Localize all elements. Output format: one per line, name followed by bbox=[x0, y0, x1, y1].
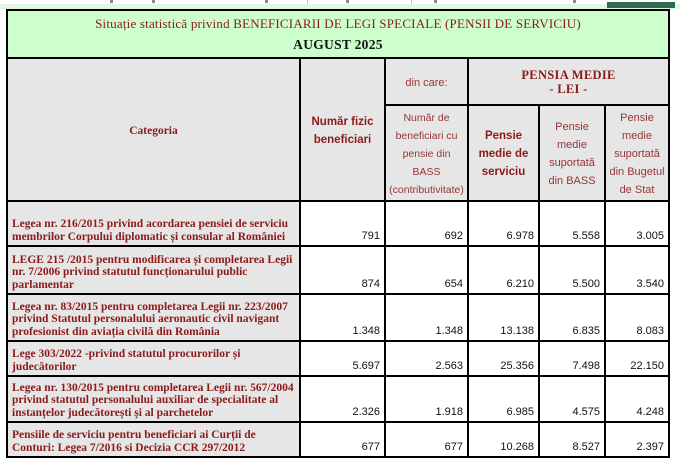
header-pensie-buget: Pensie medie suportată din Bugetul de St… bbox=[604, 104, 670, 202]
header-beneficiari-bass: Număr de beneficiari cu pensie din BASS … bbox=[384, 104, 469, 202]
pensie-buget-cell: 22.150 bbox=[604, 340, 670, 377]
numar-fizic-cell: 1.348 bbox=[299, 293, 386, 342]
text-remnant bbox=[434, 0, 437, 3]
pensie-serviciu-cell: 13.138 bbox=[467, 293, 540, 342]
pensie-serviciu-cell: 6.210 bbox=[467, 245, 540, 295]
header-pensie-buget-label: Pensie medie suportată din Bugetul de St… bbox=[609, 112, 665, 196]
header-pensie-bass-label: Pensie medie suportată din BASS bbox=[548, 121, 596, 187]
header-pensia-medie-lei: - LEI - bbox=[549, 81, 588, 96]
numar-fizic-cell: 5.697 bbox=[299, 340, 386, 377]
header-pensie-serviciu: Pensie medie de serviciu bbox=[467, 104, 540, 202]
numar-bass-cell: 2.563 bbox=[384, 340, 469, 377]
header-contributivitate-label: (contributivitate) bbox=[389, 184, 464, 196]
header-din-care-label: din care: bbox=[405, 76, 448, 89]
numar-bass-cell: 692 bbox=[384, 200, 469, 247]
pensie-serviciu-cell: 6.985 bbox=[467, 375, 540, 423]
pale-green-edge bbox=[0, 4, 680, 9]
gridline-remnant bbox=[411, 0, 412, 4]
title-block: Situație statistică privind BENEFICIARII… bbox=[6, 9, 670, 59]
header-pensia-medie: PENSIA MEDIE - LEI - bbox=[467, 57, 670, 106]
dark-green-cell-remnant bbox=[607, 2, 675, 8]
numar-bass-cell: 677 bbox=[384, 421, 469, 458]
header-din-care: din care: bbox=[384, 57, 469, 106]
text-remnant bbox=[265, 0, 268, 3]
pensie-serviciu-cell: 25.356 bbox=[467, 340, 540, 377]
numar-fizic-cell: 791 bbox=[299, 200, 386, 247]
header-numar-fizic-label: Număr fizic beneficiari bbox=[311, 115, 374, 146]
numar-bass-cell: 654 bbox=[384, 245, 469, 295]
pensie-buget-cell: 8.083 bbox=[604, 293, 670, 342]
table-row: Legea nr. 83/2015 pentru completarea Leg… bbox=[6, 293, 670, 342]
gridline-remnant bbox=[307, 0, 308, 4]
header-categoria-label: Categoria bbox=[129, 124, 178, 137]
cropped-row-strip bbox=[0, 0, 680, 9]
table-row: Legea nr. 216/2015 privind acordarea pen… bbox=[6, 200, 670, 247]
header-categoria: Categoria bbox=[6, 57, 301, 202]
table-row: Lege 303/2022 -privind statutul procuror… bbox=[6, 340, 670, 377]
numar-fizic-cell: 677 bbox=[299, 421, 386, 458]
numar-fizic-cell: 2.326 bbox=[299, 375, 386, 423]
numar-bass-cell: 1.918 bbox=[384, 375, 469, 423]
header-beneficiari-bass-label: Număr de beneficiari cu pensie din BASS bbox=[395, 112, 458, 178]
numar-bass-cell: 1.348 bbox=[384, 293, 469, 342]
category-cell: Legea nr. 83/2015 pentru completarea Leg… bbox=[6, 293, 301, 342]
pensie-bass-cell: 8.527 bbox=[538, 421, 606, 458]
text-remnant bbox=[110, 0, 113, 3]
pensie-buget-cell: 4.248 bbox=[604, 375, 670, 423]
table-title: Situație statistică privind BENEFICIARII… bbox=[95, 15, 581, 31]
text-remnant bbox=[346, 0, 349, 3]
title-row: Situație statistică privind BENEFICIARII… bbox=[6, 9, 670, 59]
header-pensie-bass: Pensie medie suportată din BASS bbox=[538, 104, 606, 202]
pensie-serviciu-cell: 10.268 bbox=[467, 421, 540, 458]
text-remnant bbox=[152, 0, 155, 3]
category-cell: Legea nr. 216/2015 privind acordarea pen… bbox=[6, 200, 301, 247]
category-cell: Lege 303/2022 -privind statutul procuror… bbox=[6, 340, 301, 377]
header-pensie-serviciu-label: Pensie medie de serviciu bbox=[478, 130, 529, 178]
pensie-bass-cell: 5.558 bbox=[538, 200, 606, 247]
pensie-serviciu-cell: 6.978 bbox=[467, 200, 540, 247]
pensie-bass-cell: 6.835 bbox=[538, 293, 606, 342]
header-row-1: Categoria Număr fizic beneficiari din ca… bbox=[6, 57, 670, 202]
header-row-2: Număr de beneficiari cu pensie din BASS … bbox=[7, 104, 670, 202]
pensie-bass-cell: 7.498 bbox=[538, 340, 606, 377]
category-cell: Legea nr. 130/2015 pentru completarea Le… bbox=[6, 375, 301, 423]
header-pensia-medie-label: PENSIA MEDIE bbox=[521, 67, 616, 82]
pensie-bass-cell: 5.500 bbox=[538, 245, 606, 295]
pensie-buget-cell: 3.005 bbox=[604, 200, 670, 247]
table-row: Legea nr. 130/2015 pentru completarea Le… bbox=[6, 375, 670, 423]
pensie-buget-cell: 2.397 bbox=[604, 421, 670, 458]
pensie-bass-cell: 4.575 bbox=[538, 375, 606, 423]
numar-fizic-cell: 874 bbox=[299, 245, 386, 295]
table-row: LEGE 215 /2015 pentru modificarea și com… bbox=[6, 245, 670, 295]
pensie-buget-cell: 3.540 bbox=[604, 245, 670, 295]
category-cell: LEGE 215 /2015 pentru modificarea și com… bbox=[6, 245, 301, 295]
pensii-speciale-table: Situație statistică privind BENEFICIARII… bbox=[6, 9, 670, 458]
header-numar-fizic: Număr fizic beneficiari bbox=[299, 57, 386, 202]
table-subtitle-month: AUGUST 2025 bbox=[293, 36, 383, 52]
table-row: Pensiile de serviciu pentru beneficiari … bbox=[6, 421, 670, 458]
text-remnant bbox=[573, 0, 576, 3]
category-cell: Pensiile de serviciu pentru beneficiari … bbox=[6, 421, 301, 458]
